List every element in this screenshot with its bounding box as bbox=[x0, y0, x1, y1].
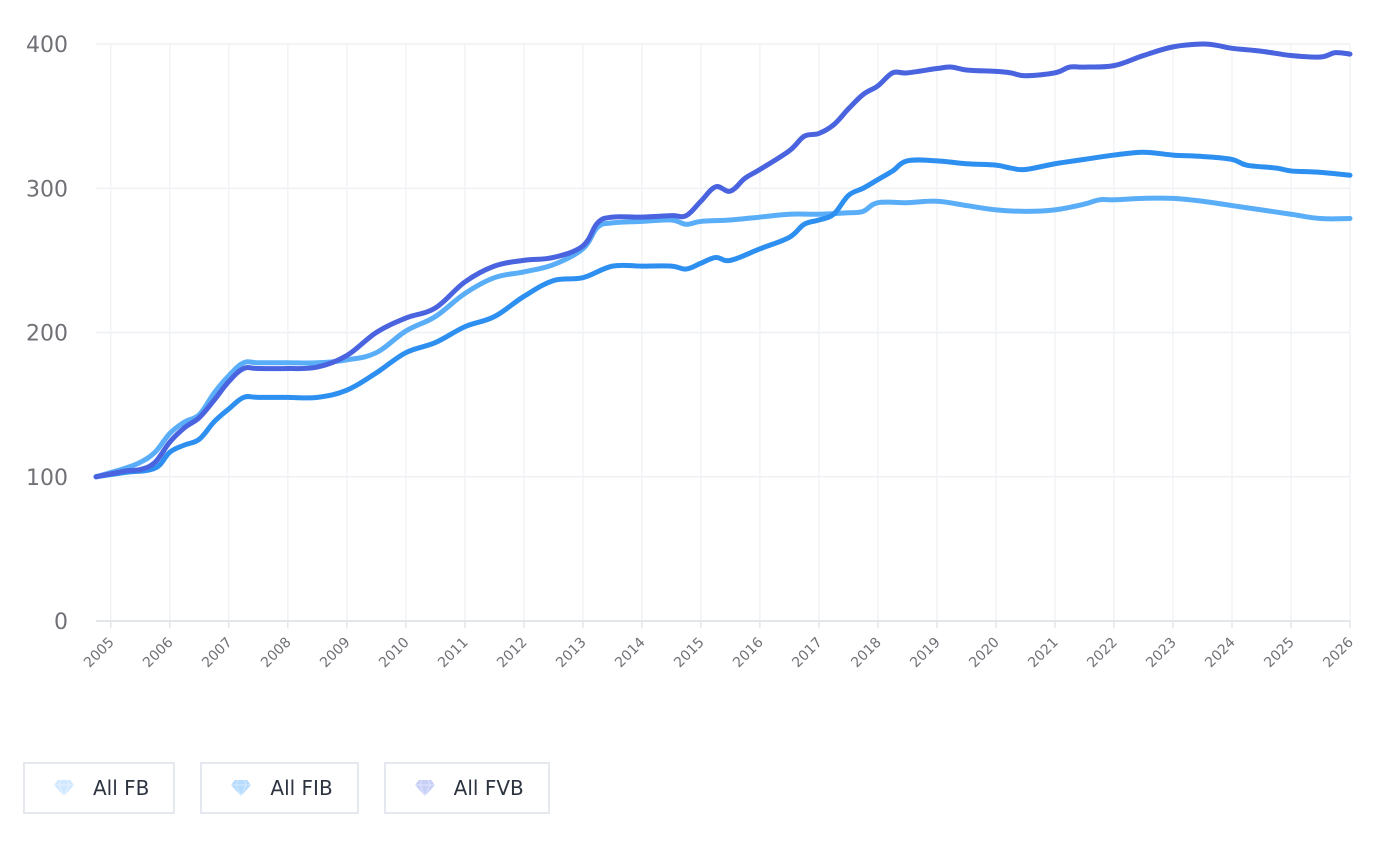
legend-item-all-fb[interactable]: All FB bbox=[23, 762, 176, 814]
x-tick-label: 2009 bbox=[317, 635, 354, 672]
chart-legend: All FB All FIB All FVB bbox=[23, 762, 550, 814]
x-tick-label: 2025 bbox=[1261, 635, 1298, 672]
x-tick-label: 2023 bbox=[1143, 635, 1180, 672]
y-tick-label: 400 bbox=[26, 33, 68, 58]
x-tick-label: 2022 bbox=[1084, 635, 1121, 672]
y-tick-label: 100 bbox=[26, 466, 68, 491]
x-tick-label: 2024 bbox=[1202, 634, 1239, 671]
x-tick-label: 2018 bbox=[848, 635, 885, 672]
series-line-all-fib bbox=[93, 149, 1353, 480]
series-line-all-fvb bbox=[93, 41, 1353, 480]
y-tick-label: 200 bbox=[26, 322, 68, 347]
x-tick-label: 2021 bbox=[1025, 635, 1062, 672]
x-tick-label: 2008 bbox=[258, 635, 295, 672]
legend-label: All FB bbox=[93, 776, 150, 800]
x-tick-label: 2006 bbox=[140, 634, 177, 671]
diamond-icon bbox=[230, 779, 252, 798]
x-tick-label: 2010 bbox=[376, 635, 413, 672]
legend-item-all-fvb[interactable]: All FVB bbox=[383, 762, 550, 814]
y-tick-label: 0 bbox=[54, 610, 68, 635]
x-tick-label: 2019 bbox=[907, 635, 944, 672]
x-tick-label: 2020 bbox=[966, 635, 1003, 672]
x-tick-label: 2014 bbox=[612, 634, 649, 671]
chart-grid bbox=[96, 43, 1351, 621]
x-tick-label: 2005 bbox=[81, 635, 118, 672]
series-line-all-fb bbox=[93, 195, 1353, 480]
x-tick-label: 2026 bbox=[1320, 634, 1357, 671]
chart-series bbox=[93, 41, 1353, 480]
chart-axes: 0 100 200 300 400 2005 2006 2007 2008 2009 2010 201… bbox=[26, 33, 1357, 671]
x-tick-label: 2012 bbox=[494, 635, 531, 672]
diamond-icon bbox=[53, 779, 75, 798]
y-tick-label: 300 bbox=[26, 177, 68, 202]
x-tick-label: 2015 bbox=[671, 635, 708, 672]
x-tick-label: 2013 bbox=[553, 635, 590, 672]
x-tick-label: 2011 bbox=[435, 635, 472, 672]
x-tick-label: 2017 bbox=[789, 635, 826, 672]
x-tick-label: 2016 bbox=[730, 634, 767, 671]
legend-label: All FVB bbox=[453, 776, 524, 800]
legend-item-all-fib[interactable]: All FIB bbox=[200, 762, 359, 814]
diamond-icon bbox=[414, 779, 436, 798]
x-tick-label: 2007 bbox=[199, 635, 236, 672]
legend-label: All FIB bbox=[270, 776, 333, 800]
